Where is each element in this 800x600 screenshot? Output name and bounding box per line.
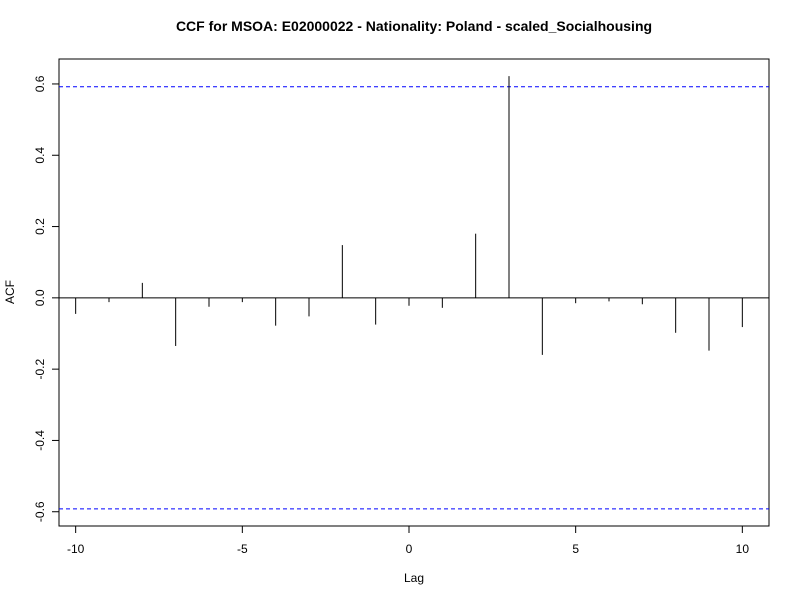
x-tick-label: 0 [406, 542, 413, 556]
plot-frame [58, 58, 770, 527]
ccf-bars [75, 76, 743, 355]
y-tick-label: 0.4 [33, 147, 47, 164]
y-tick-label: 0.6 [33, 75, 47, 92]
x-tick-label: 5 [572, 542, 579, 556]
chart-title: CCF for MSOA: E02000022 - Nationality: P… [176, 18, 652, 34]
y-axis: -0.6 -0.4 -0.2 0.0 0.2 0.4 0.6 [33, 75, 59, 522]
y-tick-label: 0.0 [33, 289, 47, 306]
confidence-bounds [59, 86, 769, 510]
y-tick-label: -0.2 [33, 358, 47, 379]
x-tick-label: -5 [237, 542, 248, 556]
x-tick-label: 10 [736, 542, 750, 556]
y-tick-label: 0.2 [33, 218, 47, 235]
y-tick-label: -0.6 [33, 501, 47, 522]
x-tick-label: -10 [67, 542, 85, 556]
x-axis: -10 -5 0 5 10 [67, 526, 749, 556]
y-axis-title: ACF [3, 280, 17, 304]
y-tick-label: -0.4 [33, 430, 47, 451]
x-axis-title: Lag [404, 571, 424, 585]
